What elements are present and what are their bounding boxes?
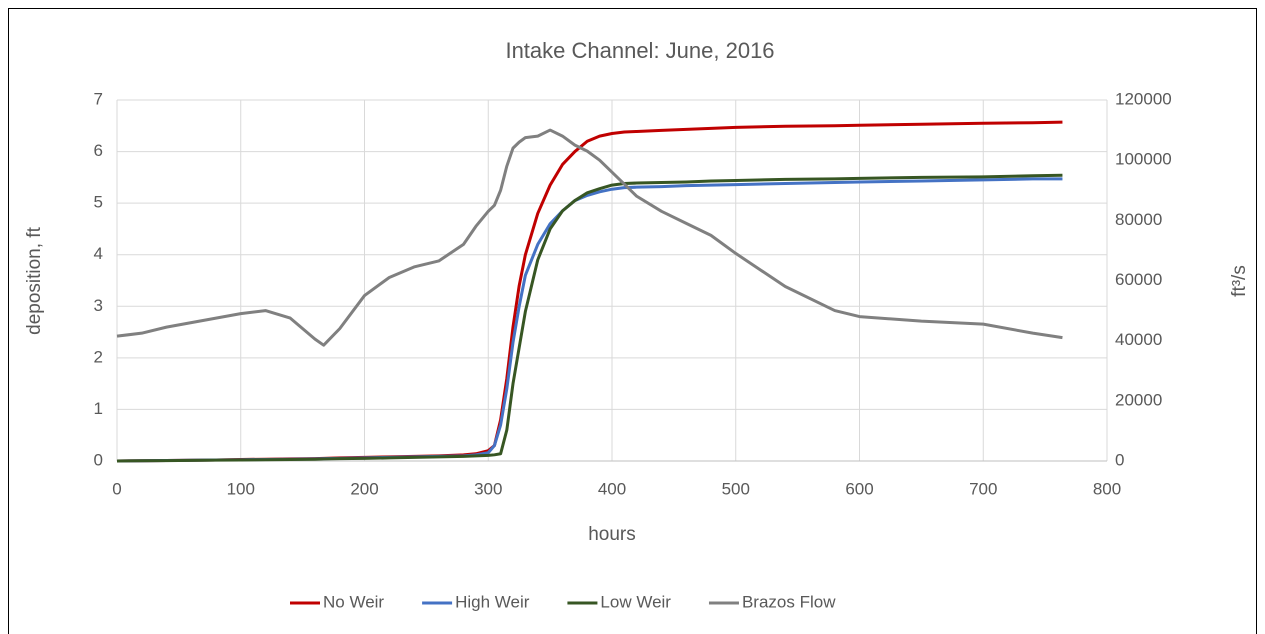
y-tick-label: 2 [94,347,103,366]
y-axis-label: deposition, ft [24,226,45,334]
chart-border [8,8,1257,634]
legend-label: No Weir [323,592,384,611]
y2-tick-label: 20000 [1115,390,1162,409]
x-tick-label: 100 [227,479,255,498]
x-tick-label: 800 [1093,479,1121,498]
y-tick-label: 4 [94,244,103,263]
x-tick-label: 200 [350,479,378,498]
y-tick-label: 0 [94,450,103,469]
series-line [116,120,1063,463]
series-line [116,128,1063,347]
y-tick-label: 1 [94,399,103,418]
y2-tick-label: 80000 [1115,210,1162,229]
y2-tick-label: 0 [1115,450,1124,469]
y2-tick-label: 100000 [1115,150,1172,169]
x-tick-label: 500 [722,479,750,498]
y2-axis-label: ft³/s [1229,265,1250,297]
y-tick-label: 3 [94,296,103,315]
x-tick-label: 600 [845,479,873,498]
x-axis-label: hours [588,524,636,545]
x-tick-label: 300 [474,479,502,498]
y-tick-label: 7 [94,89,103,108]
series-line [116,173,1063,463]
y2-tick-label: 120000 [1115,89,1172,108]
legend-label: Brazos Flow [742,592,836,611]
y2-tick-label: 60000 [1115,270,1162,289]
chart-title: Intake Channel: June, 2016 [505,38,774,63]
x-tick-label: 0 [112,479,121,498]
y-tick-label: 5 [94,193,103,212]
y2-tick-label: 40000 [1115,330,1162,349]
legend-label: High Weir [455,592,530,611]
x-tick-label: 400 [598,479,626,498]
x-tick-label: 700 [969,479,997,498]
legend-label: Low Weir [600,592,671,611]
y-tick-label: 6 [94,141,103,160]
